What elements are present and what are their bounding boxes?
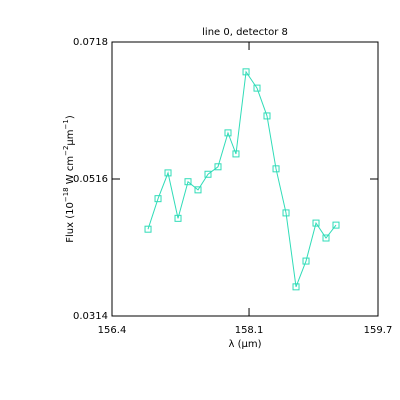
x-tick-label: 158.1 <box>235 325 264 336</box>
y-tick-label: 0.0314 <box>73 311 108 322</box>
point-marker <box>272 165 280 173</box>
point-marker <box>184 178 192 186</box>
point-marker <box>194 186 202 194</box>
point-marker <box>214 163 222 171</box>
point-marker <box>164 169 172 177</box>
x-axis-label: λ (μm) <box>228 339 261 350</box>
y-tick-label: 0.0516 <box>73 174 108 185</box>
point-marker <box>144 225 152 233</box>
point-marker <box>282 209 290 217</box>
y-label-part: ) <box>65 115 76 119</box>
y-label-part: μm <box>65 129 76 145</box>
point-marker <box>312 219 320 227</box>
point-marker <box>242 68 250 76</box>
point-marker <box>232 150 240 158</box>
x-tick-label: 159.7 <box>364 325 393 336</box>
point-marker <box>253 84 261 92</box>
x-tick-label: 156.4 <box>98 325 127 336</box>
series-line <box>147 70 337 288</box>
y-label-part: W cm <box>65 156 76 187</box>
point-marker <box>332 221 340 229</box>
point-marker <box>263 112 271 120</box>
point-marker <box>174 214 182 222</box>
y-label-part: Flux (10 <box>65 202 76 243</box>
point-marker <box>204 170 212 178</box>
point-marker <box>302 257 310 265</box>
point-marker <box>322 234 330 242</box>
point-marker <box>292 283 300 291</box>
y-label-part: −2 <box>62 146 70 156</box>
point-marker <box>154 195 162 203</box>
chart-title: line 0, detector 8 <box>202 27 288 38</box>
point-marker <box>224 129 232 137</box>
y-tick-label: 0.0718 <box>73 37 108 48</box>
y-axis-label: Flux (10−18 W cm−2μm−1) <box>62 115 76 243</box>
y-label-part: −18 <box>62 187 70 202</box>
y-label-part: −1 <box>62 119 70 129</box>
